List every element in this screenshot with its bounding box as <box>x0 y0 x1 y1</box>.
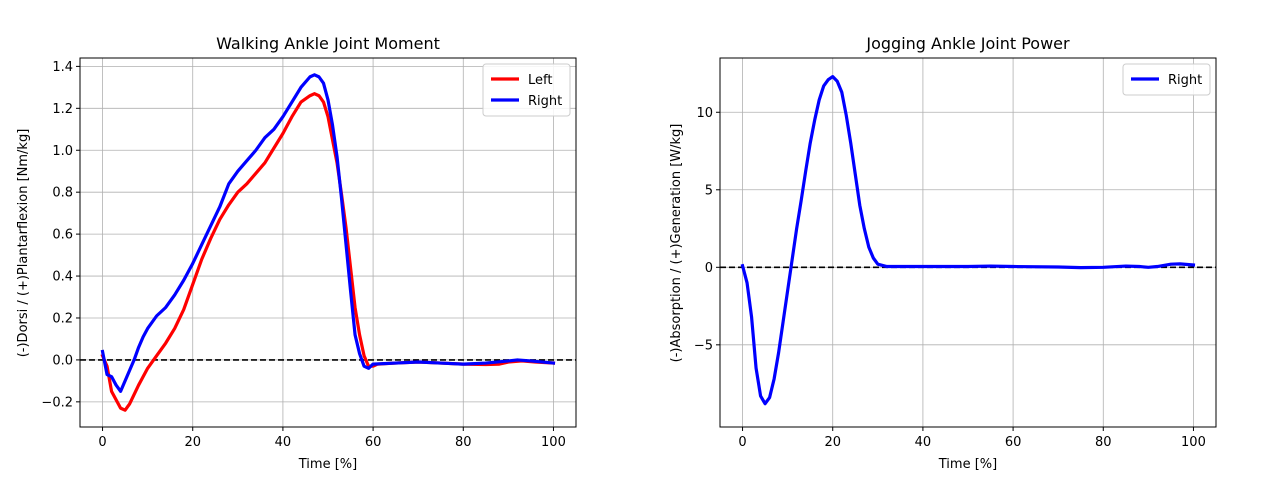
y-tick-label: −0.2 <box>41 395 73 410</box>
y-tick-label: 1.0 <box>52 144 73 159</box>
x-tick-label: 100 <box>541 435 566 450</box>
y-tick-label: 0.2 <box>52 311 73 326</box>
x-tick-label: 40 <box>915 435 932 450</box>
x-tick-label: 0 <box>738 435 746 450</box>
y-axis-label: (-)Absorption / (+)Generation [W/kg] <box>669 124 684 363</box>
y-tick-label: 0.0 <box>52 353 73 368</box>
x-tick-label: 80 <box>455 435 472 450</box>
y-tick-label: 0.4 <box>52 270 73 285</box>
x-axis-label: Time [%] <box>938 457 997 472</box>
y-tick-label: 0 <box>705 261 713 276</box>
legend-label-right: Right <box>528 94 562 109</box>
y-tick-label: 0.6 <box>52 228 73 243</box>
plot-frame <box>79 57 577 428</box>
x-tick-label: 20 <box>184 435 201 450</box>
x-tick-label: 100 <box>1181 435 1206 450</box>
legend-label-right: Right <box>1168 73 1202 88</box>
walking-moment-chart: Walking Ankle Joint Moment Time [%] (-)D… <box>16 34 577 472</box>
y-tick-label: 10 <box>696 106 713 121</box>
chart-title: Jogging Ankle Joint Power <box>865 34 1070 53</box>
y-tick-label: 5 <box>705 183 713 198</box>
x-tick-label: 80 <box>1095 435 1112 450</box>
x-tick-label: 60 <box>1005 435 1022 450</box>
y-tick-label: 1.4 <box>52 60 73 75</box>
x-tick-label: 20 <box>824 435 841 450</box>
x-axis-label: Time [%] <box>298 457 357 472</box>
jogging-power-chart: Jogging Ankle Joint Power Time [%] (-)Ab… <box>669 34 1217 472</box>
x-tick-label: 60 <box>365 435 382 450</box>
series-line-right <box>100 73 556 393</box>
plot-frame <box>719 57 1217 428</box>
legend-box <box>482 63 571 117</box>
legend: Left Right <box>482 63 571 117</box>
chart-title: Walking Ankle Joint Moment <box>216 34 440 53</box>
x-tick-label: 40 <box>275 435 292 450</box>
y-tick-label: 1.2 <box>52 102 73 117</box>
series-line-right <box>740 75 1196 406</box>
x-tick-label: 0 <box>98 435 106 450</box>
y-tick-label: 0.8 <box>52 186 73 201</box>
y-tick-label: −5 <box>694 338 713 353</box>
y-axis-label: (-)Dorsi / (+)Plantarflexion [Nm/kg] <box>16 129 31 358</box>
legend-label-left: Left <box>528 73 552 88</box>
legend-box <box>1122 63 1211 96</box>
legend: Right <box>1122 63 1211 96</box>
